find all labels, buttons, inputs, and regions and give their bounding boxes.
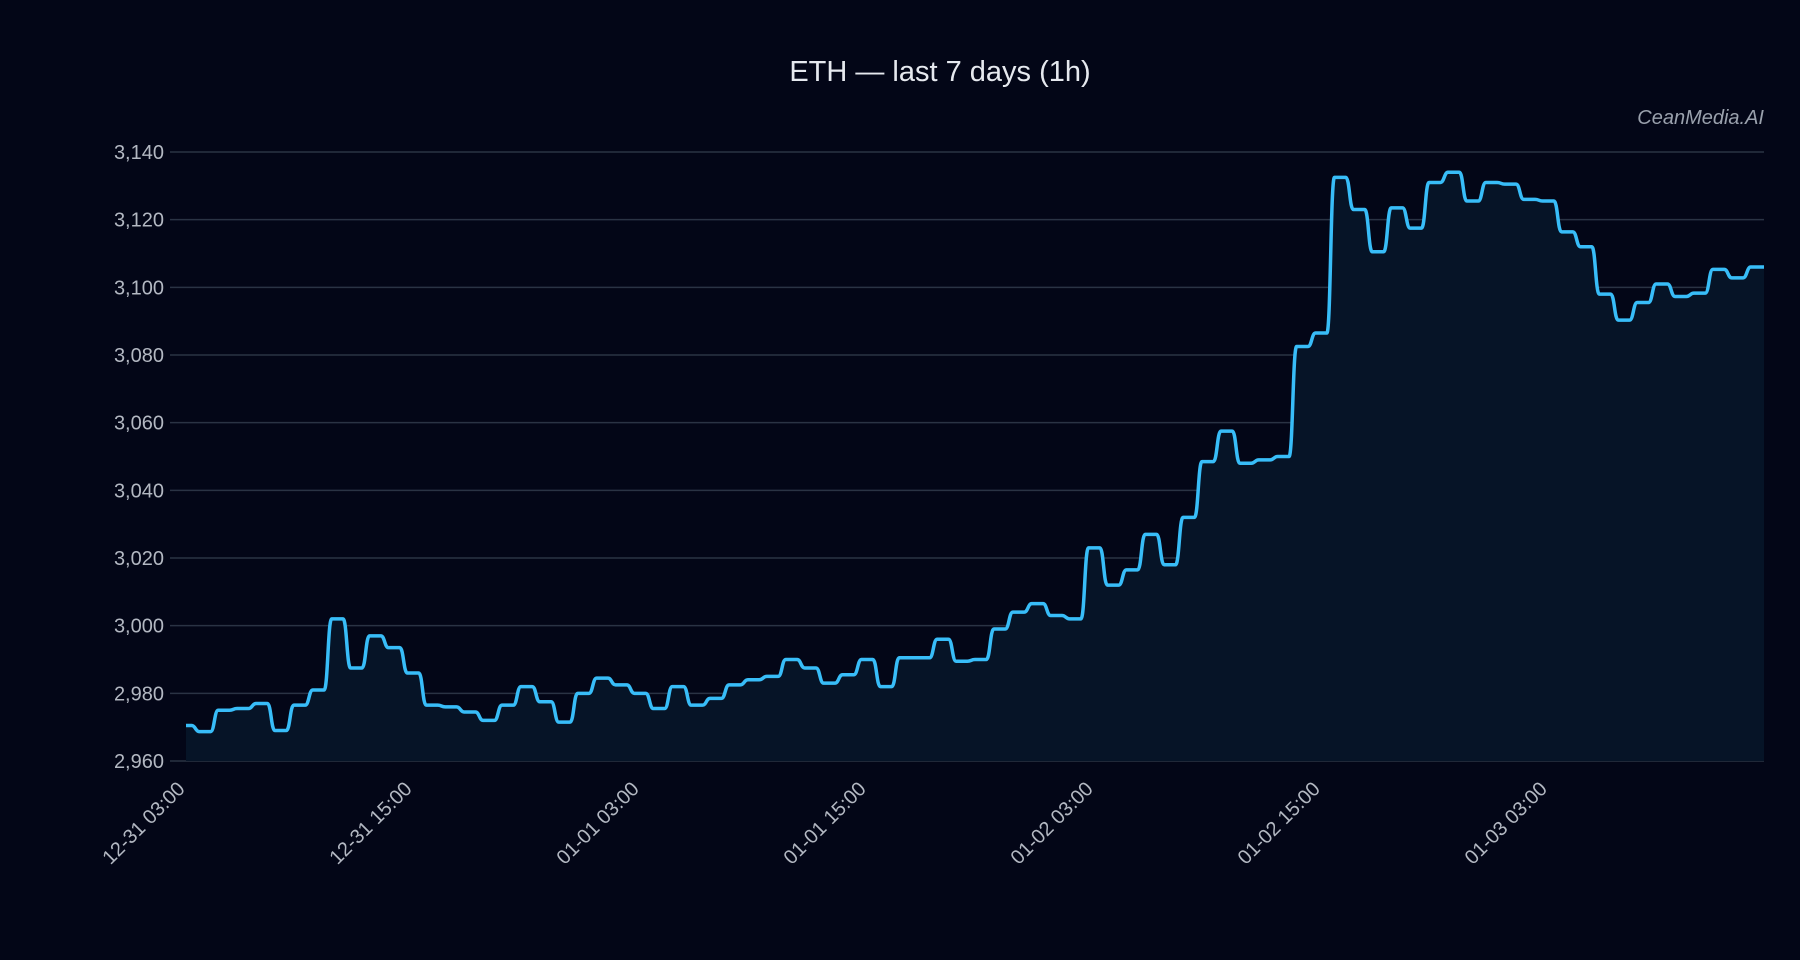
x-tick-label: 01-01 03:00	[553, 778, 644, 869]
watermark: CeanMedia.AI	[1637, 107, 1764, 129]
y-tick-label: 2,980	[114, 683, 164, 705]
y-axis-ticks: 2,960 2,980 3,000 3,020 3,040 3,060 3,080 3,100…	[114, 142, 164, 773]
y-tick-label: 3,080	[114, 345, 164, 367]
x-tick-label: 12-31 15:00	[326, 778, 417, 869]
chart-title: ETH — last 7 days (1h)	[789, 56, 1091, 88]
y-tick-label: 3,140	[114, 142, 164, 164]
x-axis-ticks: 12-31 03:00 12-31 15:00 01-01 03:00 01-01 1…	[98, 778, 1551, 869]
x-tick-label: 12-31 03:00	[98, 778, 189, 869]
y-tick-label: 3,020	[114, 548, 164, 570]
y-tick-label: 3,000	[114, 616, 164, 638]
x-tick-label: 01-02 15:00	[1234, 778, 1325, 869]
x-tick-label: 01-01 15:00	[780, 778, 871, 869]
y-tick-label: 3,060	[114, 413, 164, 435]
x-tick-label: 01-03 03:00	[1461, 778, 1552, 869]
y-tick-label: 3,040	[114, 480, 164, 502]
x-tick-label: 01-02 03:00	[1007, 778, 1098, 869]
price-line	[186, 170, 1764, 734]
y-tick-label: 2,960	[114, 751, 164, 773]
price-area-fill	[186, 172, 1764, 762]
y-tick-label: 3,100	[114, 277, 164, 299]
y-tick-label: 3,120	[114, 210, 164, 232]
